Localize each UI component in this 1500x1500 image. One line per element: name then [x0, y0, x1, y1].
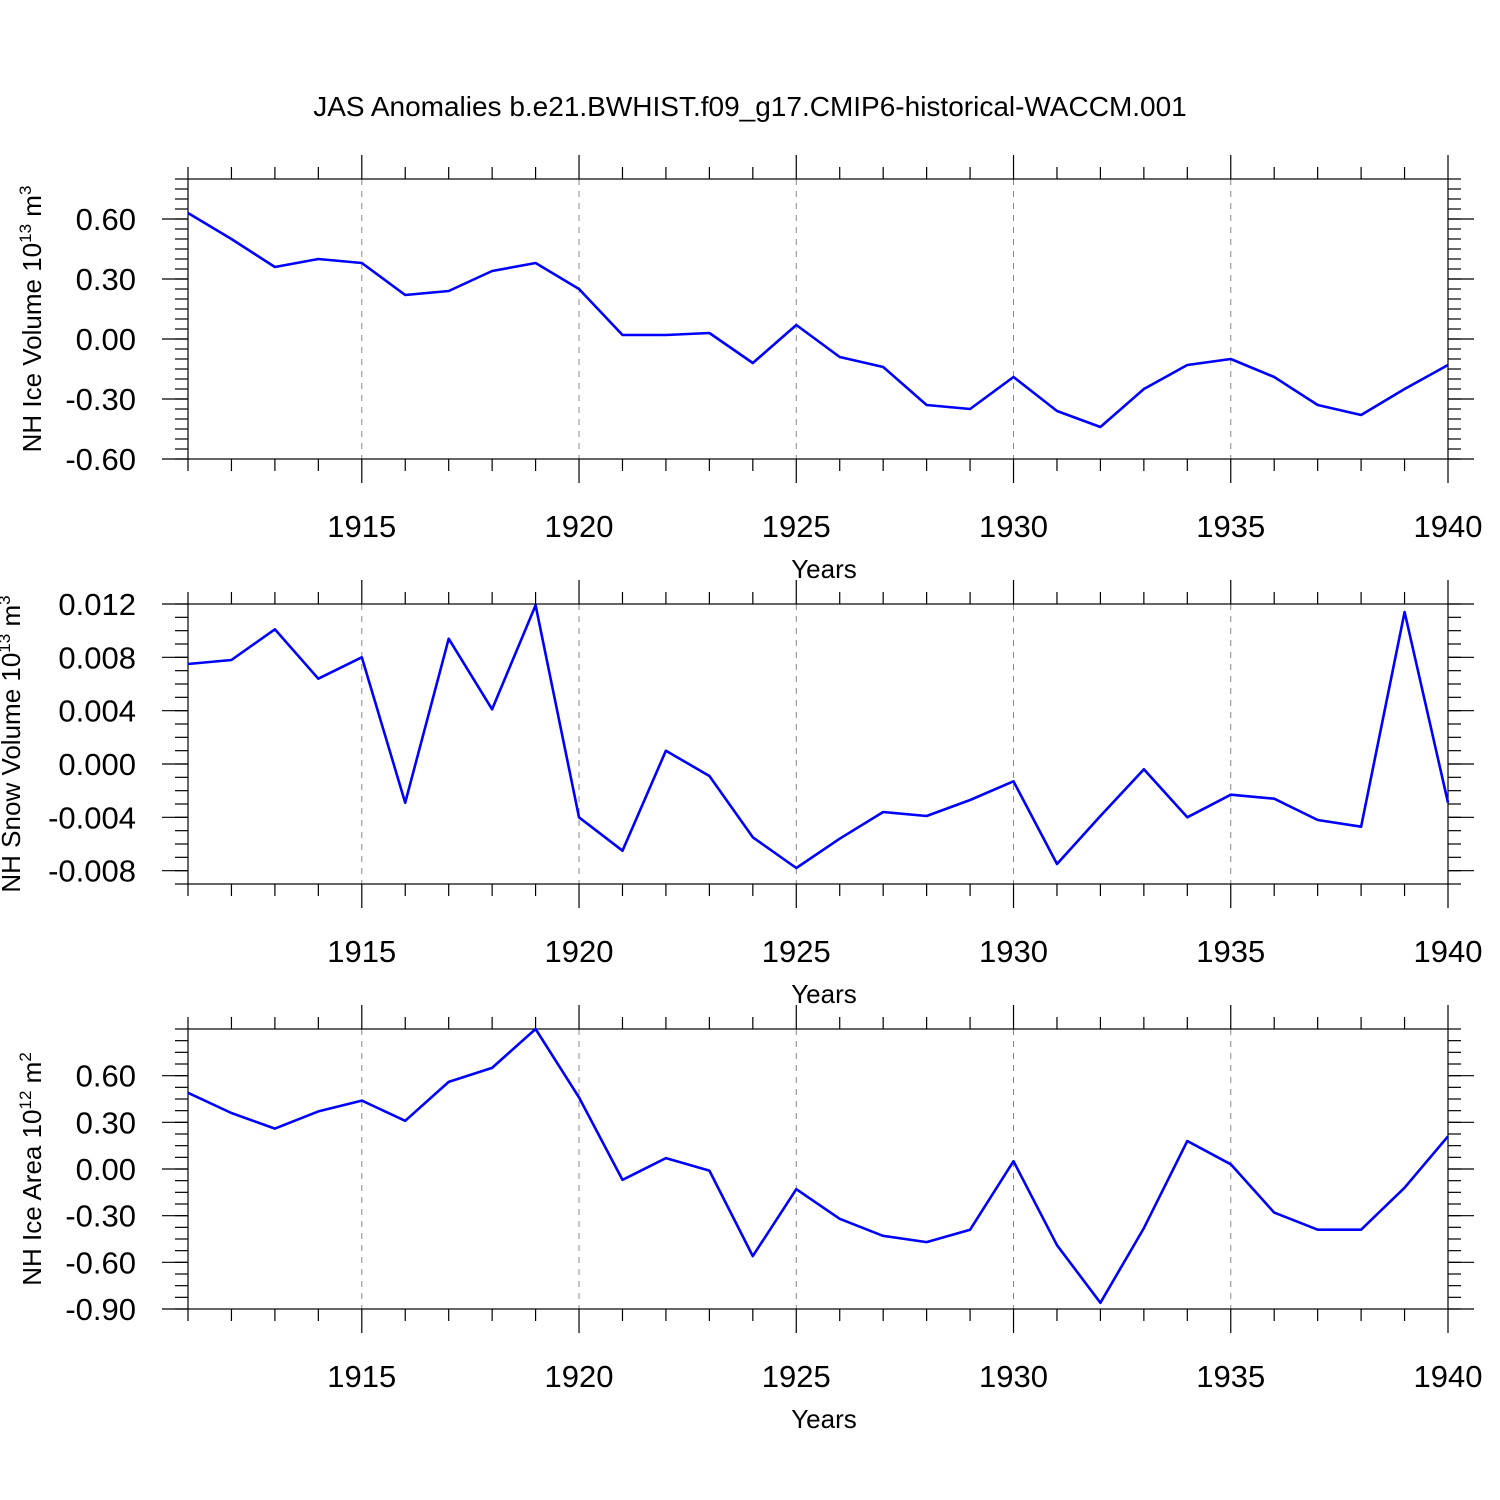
- y-axis-label-superscript: 3: [16, 186, 35, 195]
- y-axis-label: NH Snow Volume 1013 m3: [0, 595, 26, 892]
- x-tick-label: 1935: [1196, 509, 1265, 544]
- y-tick-label: 0.012: [58, 587, 136, 622]
- x-axis-label: Years: [791, 979, 857, 1009]
- y-tick-label: 0.00: [76, 1152, 136, 1187]
- x-tick-label: 1940: [1414, 934, 1483, 969]
- plot-frame: [187, 178, 1449, 460]
- panel-1: 1915 1920 1925 1930 1935 1940 Years -0.60 -0.30 0…: [16, 155, 1482, 584]
- y-tick-label: -0.004: [48, 800, 136, 835]
- x-tick-label: 1925: [762, 934, 831, 969]
- y-tick-label: 0.004: [58, 694, 136, 729]
- x-tick-label: 1915: [327, 1359, 396, 1394]
- y-tick-label: -0.30: [65, 382, 136, 417]
- y-axis-label: NH Ice Volume 1013 m3: [16, 186, 47, 453]
- y-axis-label-text: NH Ice Area 10: [17, 1109, 47, 1285]
- x-tick-label: 1920: [545, 1359, 614, 1394]
- x-tick-label: 1920: [545, 934, 614, 969]
- y-tick-label: 0.60: [76, 202, 136, 237]
- y-axis-label-superscript: 2: [16, 1052, 35, 1061]
- x-axis-label: Years: [791, 554, 857, 584]
- plot-frame: [187, 1028, 1449, 1310]
- y-tick-label: -0.90: [65, 1292, 136, 1327]
- y-axis-label: NH Ice Area 1012 m2: [16, 1052, 47, 1286]
- x-tick-label: 1940: [1414, 1359, 1483, 1394]
- y-axis-label-text: m: [0, 605, 26, 634]
- y-axis-label-text: NH Ice Volume 10: [17, 243, 47, 453]
- series-line: [187, 211, 1449, 429]
- x-tick-label: 1935: [1196, 1359, 1265, 1394]
- plot-frame: [187, 603, 1449, 885]
- y-tick-label: -0.30: [65, 1199, 136, 1234]
- y-axis-label-text: m: [17, 195, 47, 224]
- x-tick-label: 1930: [979, 934, 1048, 969]
- y-tick-label: 0.30: [76, 262, 136, 297]
- series-line: [187, 603, 1450, 870]
- series-line: [187, 1027, 1449, 1305]
- y-axis-label-superscript: 3: [0, 595, 14, 604]
- y-tick-label: 0.30: [76, 1105, 136, 1140]
- chart-title: JAS Anomalies b.e21.BWHIST.f09_g17.CMIP6…: [313, 91, 1187, 122]
- y-tick-label: -0.008: [48, 854, 136, 889]
- y-tick-label: -0.60: [65, 1245, 136, 1280]
- y-tick-label: 0.00: [76, 322, 136, 357]
- y-tick-label: 0.000: [58, 747, 136, 782]
- y-tick-label: -0.60: [65, 442, 136, 477]
- y-axis-label-superscript: 13: [0, 634, 14, 653]
- chart-panels: 1915 1920 1925 1930 1935 1940 Years -0.60 -0.30 0…: [0, 155, 1482, 1434]
- x-tick-label: 1930: [979, 1359, 1048, 1394]
- x-tick-label: 1915: [327, 934, 396, 969]
- x-tick-label: 1925: [762, 1359, 831, 1394]
- x-tick-label: 1925: [762, 509, 831, 544]
- y-axis-label-superscript: 13: [16, 224, 35, 243]
- x-tick-label: 1930: [979, 509, 1048, 544]
- y-tick-label: 0.60: [76, 1059, 136, 1094]
- x-tick-label: 1935: [1196, 934, 1265, 969]
- y-tick-label: 0.008: [58, 640, 136, 675]
- y-axis-label-text: NH Snow Volume 10: [0, 653, 26, 893]
- y-axis-label-superscript: 12: [16, 1091, 35, 1110]
- panel-3: 1915 1920 1925 1930 1935 1940 Years -0.90 -0.60 -…: [16, 1005, 1482, 1434]
- x-tick-label: 1920: [545, 509, 614, 544]
- x-tick-label: 1940: [1414, 509, 1483, 544]
- x-tick-label: 1915: [327, 509, 396, 544]
- y-axis-label-text: m: [17, 1062, 47, 1091]
- panel-2: 1915 1920 1925 1930 1935 1940 Years -0.008 -0.00…: [0, 580, 1482, 1009]
- x-axis-label: Years: [791, 1404, 857, 1434]
